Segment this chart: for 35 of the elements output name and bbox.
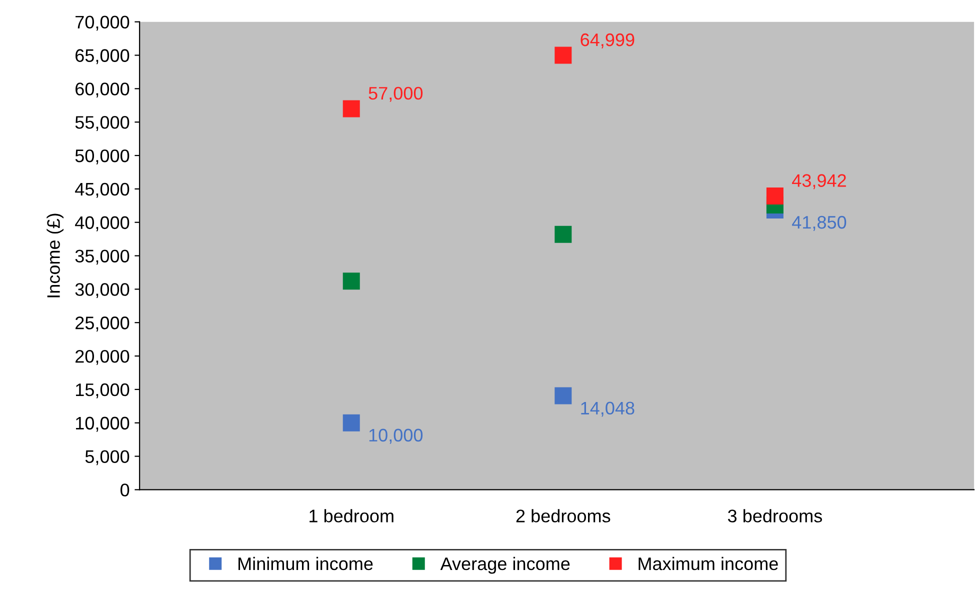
- data-label: 10,000: [369, 428, 423, 444]
- point: [554, 387, 572, 404]
- data-label: 57,000: [368, 86, 423, 102]
- point: [342, 414, 360, 432]
- y-tick-label: 30,000: [75, 283, 130, 298]
- y-tick-label: 0: [120, 484, 130, 496]
- y-tick-label: 70,000: [76, 16, 130, 31]
- data-label: 41,850: [792, 216, 846, 231]
- legend-label: Minimum income: [238, 556, 373, 570]
- x-tick-label: 1 bedroom: [310, 509, 394, 522]
- point: [554, 226, 572, 243]
- point: [766, 187, 784, 205]
- data-label: 14,048: [581, 402, 634, 417]
- y-tick-label: 40,000: [75, 216, 130, 232]
- data-label: 64,999: [580, 33, 634, 48]
- y-tick-label: 15,000: [76, 383, 130, 398]
- point: [342, 272, 360, 290]
- legend-label: Maximum income: [638, 556, 778, 570]
- data-label: 43,942: [792, 174, 846, 190]
- y-tick-label: 20,000: [76, 350, 130, 365]
- point: [554, 46, 572, 64]
- y-tick-label: 50,000: [75, 149, 130, 164]
- x-tick-label: 3 bedrooms: [728, 509, 822, 522]
- y-tick-label: 55,000: [75, 116, 130, 131]
- y-axis-title: Income (£): [46, 214, 64, 298]
- y-tick-label: 5,000: [85, 450, 130, 466]
- y-tick-label: 45,000: [75, 182, 130, 198]
- legend-label: Average income: [440, 556, 570, 574]
- y-tick-label: 35,000: [75, 250, 130, 265]
- y-tick-label: 10,000: [76, 416, 130, 432]
- y-tick-label: 65,000: [76, 49, 130, 64]
- y-tick-label: 60,000: [76, 82, 130, 98]
- x-tick-label: 2 bedrooms: [516, 509, 610, 522]
- y-tick-label: 25,000: [76, 316, 130, 332]
- point: [342, 100, 360, 118]
